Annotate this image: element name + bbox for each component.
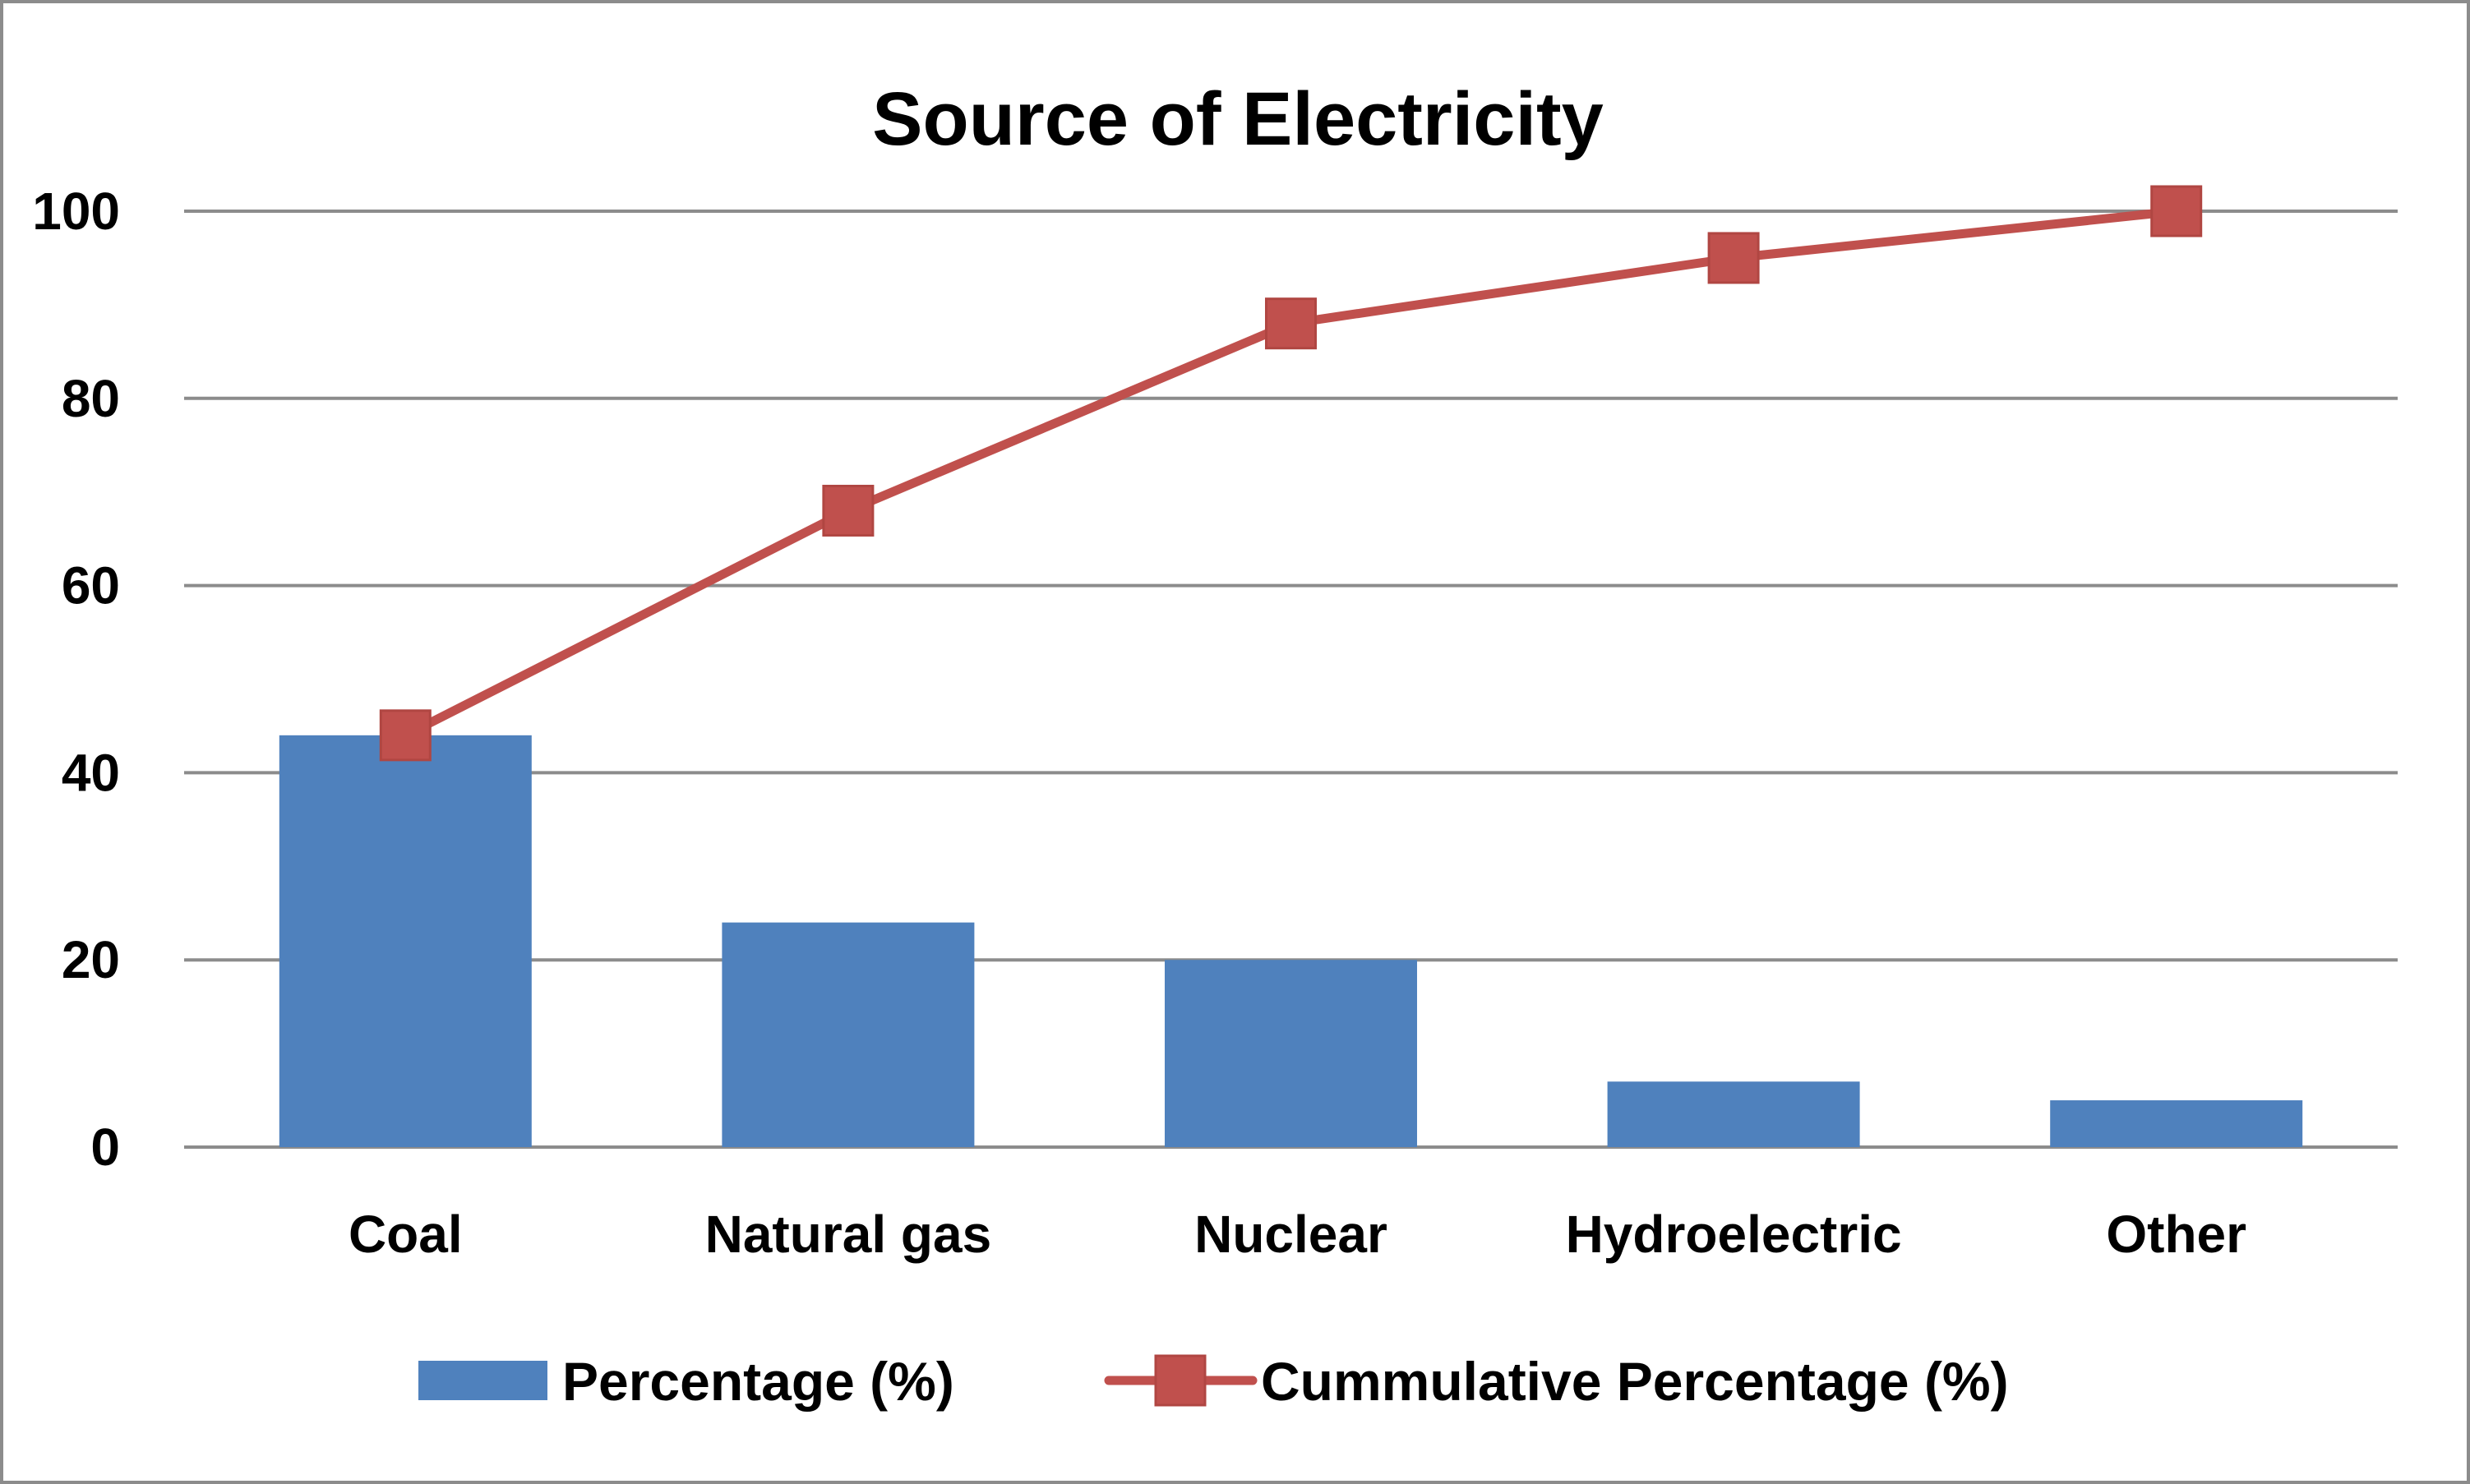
x-tick-label: Hydroelectric <box>1566 1205 1902 1264</box>
bar <box>1164 960 1418 1147</box>
legend-swatch-bar <box>418 1361 547 1400</box>
y-tick-label: 100 <box>32 182 120 241</box>
y-tick-label: 60 <box>62 556 120 615</box>
y-tick-label: 40 <box>62 743 120 802</box>
line-marker <box>2150 185 2203 237</box>
y-axis: 0 20 40 60 80 100 <box>32 182 120 1177</box>
line-marker <box>1707 232 1760 284</box>
cumulative-line <box>403 206 2177 740</box>
legend-swatch-marker <box>1154 1354 1207 1407</box>
line-series <box>379 185 2203 762</box>
bar <box>1607 1081 1860 1147</box>
x-axis: Coal Natural gas Nuclear Hydroelectric Other <box>349 1205 2246 1264</box>
bar <box>279 735 532 1147</box>
chart-title: Source of Electricity <box>872 77 1604 161</box>
bar-series <box>279 735 2303 1147</box>
gridlines <box>184 210 2398 1149</box>
legend-label: Cummulative Percentage (%) <box>1261 1351 2009 1412</box>
bar <box>722 922 975 1147</box>
line-marker <box>822 484 875 537</box>
line-marker <box>379 709 432 762</box>
line-marker <box>1265 297 1317 350</box>
x-tick-label: Natural gas <box>705 1205 992 1264</box>
x-tick-label: Coal <box>349 1205 463 1264</box>
bar <box>2050 1100 2303 1147</box>
chart: Source of Electricity 0 20 40 60 80 100 Coal N… <box>32 77 2398 1412</box>
legend-label: Percentage (%) <box>562 1351 954 1412</box>
x-tick-label: Other <box>2106 1205 2246 1264</box>
legend: Percentage (%) Cummulative Percentage (%) <box>418 1351 2009 1412</box>
y-tick-label: 80 <box>62 369 120 428</box>
y-tick-label: 20 <box>62 930 120 989</box>
y-tick-label: 0 <box>90 1118 120 1177</box>
x-tick-label: Nuclear <box>1194 1205 1387 1264</box>
